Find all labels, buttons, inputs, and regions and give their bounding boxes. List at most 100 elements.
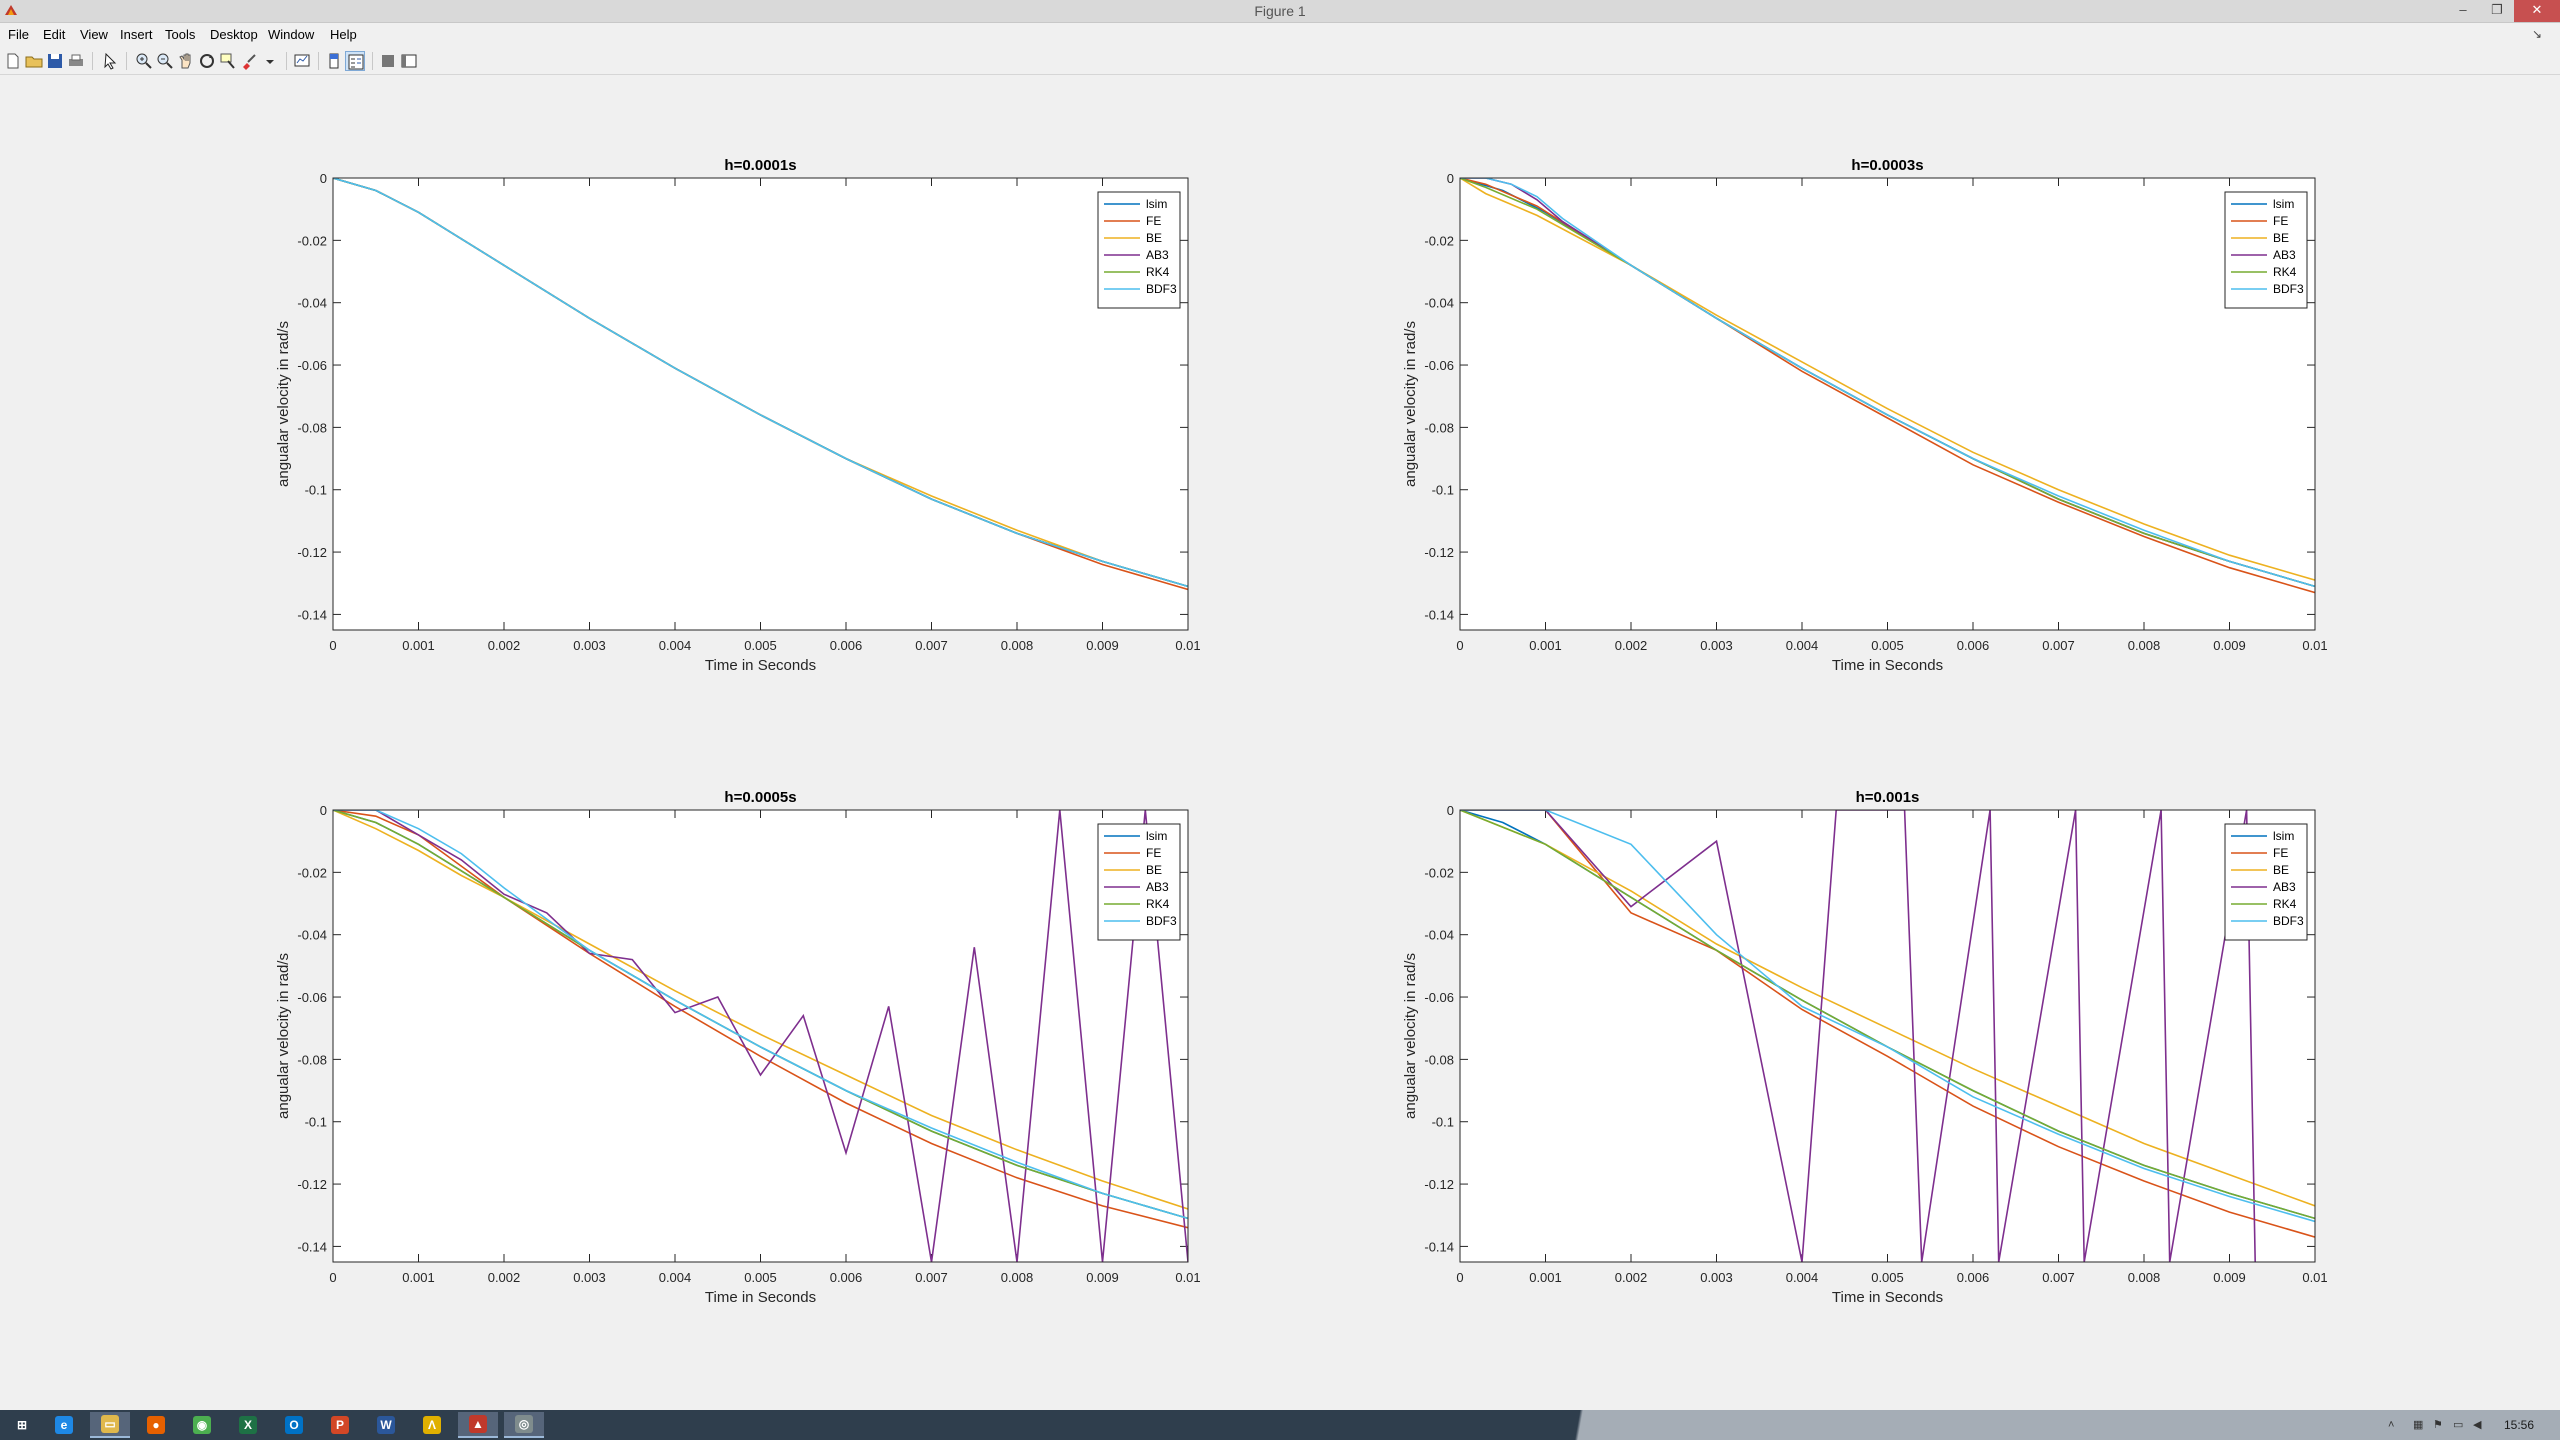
legend-label-bdf3: BDF3 — [2273, 914, 2304, 928]
volume-icon[interactable]: ◀ — [2473, 1419, 2482, 1431]
data-cursor-icon[interactable] — [218, 51, 238, 71]
pan-hand-icon[interactable] — [176, 51, 196, 71]
x-tick-label: 0.01 — [1175, 1270, 1200, 1285]
legend-label-rk4: RK4 — [1146, 265, 1170, 279]
show-hidden-icons-icon[interactable]: ˄ — [2388, 1419, 2395, 1431]
x-tick-label: 0.01 — [2302, 638, 2327, 653]
word-glyph: W — [377, 1416, 395, 1434]
show-plot-tools-icon[interactable] — [399, 51, 419, 71]
x-tick-label: 0.005 — [744, 1270, 777, 1285]
chrome-icon[interactable]: ◉ — [182, 1412, 222, 1438]
figure-window-glyph: ◎ — [515, 1415, 533, 1433]
matlab-icon[interactable]: ▲ — [458, 1412, 498, 1438]
insert-colorbar-icon[interactable] — [324, 51, 344, 71]
series-line-bdf3 — [1460, 178, 2315, 588]
menu-help[interactable]: Help — [330, 27, 357, 42]
y-tick-label: -0.14 — [297, 607, 327, 622]
menu-file[interactable]: File — [8, 27, 29, 42]
firefox-icon[interactable]: ● — [136, 1412, 176, 1438]
legend-label-ab3: AB3 — [1146, 248, 1169, 262]
internet-explorer-icon[interactable]: e — [44, 1412, 84, 1438]
menu-insert[interactable]: Insert — [120, 27, 153, 42]
y-tick-label: -0.06 — [1424, 990, 1454, 1005]
zoom-in-icon[interactable] — [134, 51, 154, 71]
x-tick-label: 0.001 — [1529, 638, 1562, 653]
hide-plot-tools-icon[interactable] — [378, 51, 398, 71]
x-tick-label: 0.009 — [2213, 1270, 2246, 1285]
figure-window-icon[interactable]: ◎ — [504, 1412, 544, 1438]
word-icon[interactable]: W — [366, 1412, 406, 1438]
x-tick-label: 0.008 — [2128, 1270, 2161, 1285]
file-explorer-icon[interactable]: ▭ — [90, 1412, 130, 1438]
x-tick-label: 0 — [329, 638, 336, 653]
legend[interactable]: lsim FE BE AB3 RK4 BDF3 — [1097, 191, 1181, 309]
legend-label-lsim: lsim — [1146, 829, 1167, 843]
close-button[interactable]: ✕ — [2514, 0, 2560, 22]
y-tick-label: -0.02 — [1424, 233, 1454, 248]
rotate-3d-icon[interactable] — [197, 51, 217, 71]
subplot-1[interactable]: 0 0.001 0.002 0.003 0.004 0.005 0.006 0.007 0.00… — [275, 157, 1201, 674]
taskbar-clock[interactable]: 15:56 — [2503, 1418, 2534, 1432]
minimize-button[interactable]: – — [2459, 2, 2467, 17]
window-title: Figure 1 — [1254, 3, 1306, 19]
print-icon[interactable] — [66, 51, 86, 71]
legend[interactable]: lsim FE BE AB3 RK4 BDF3 — [2224, 191, 2308, 309]
x-tick-label: 0 — [1456, 638, 1463, 653]
legend[interactable]: lsim FE BE AB3 RK4 BDF3 — [1097, 823, 1181, 941]
x-tick-label: 0.006 — [830, 638, 863, 653]
save-icon[interactable] — [45, 51, 65, 71]
maple-icon[interactable]: Λ — [412, 1412, 452, 1438]
menu-edit[interactable]: Edit — [43, 27, 66, 42]
outlook-icon[interactable]: O — [274, 1412, 314, 1438]
axes-background — [333, 178, 1188, 630]
new-figure-icon[interactable] — [3, 51, 23, 71]
flag-icon[interactable]: ⚑ — [2433, 1419, 2443, 1431]
menu-desktop[interactable]: Desktop — [210, 27, 258, 42]
legend[interactable]: lsim FE BE AB3 RK4 BDF3 — [2224, 823, 2308, 941]
x-tick-label: 0.002 — [488, 638, 521, 653]
open-file-icon[interactable] — [24, 51, 44, 71]
x-tick-label: 0.007 — [915, 1270, 948, 1285]
x-tick-label: 0.005 — [1871, 638, 1904, 653]
zoom-out-icon[interactable] — [155, 51, 175, 71]
x-tick-label: 0.007 — [915, 638, 948, 653]
powerpoint-icon[interactable]: P — [320, 1412, 360, 1438]
brush-dropdown-icon[interactable] — [260, 51, 280, 71]
battery-icon[interactable]: ▭ — [2453, 1419, 2464, 1431]
series-line-bdf3 — [333, 810, 1188, 1220]
x-tick-label: 0 — [329, 1270, 336, 1285]
window-titlebar: Figure 1 – ❐ ✕ — [0, 0, 2560, 23]
x-tick-label: 0.004 — [659, 638, 692, 653]
network-icon[interactable]: ▦ — [2413, 1419, 2424, 1431]
series-line-ab3 — [1460, 810, 2256, 1262]
menu-bar: File Edit View Insert Tools Desktop Wind… — [0, 23, 2560, 45]
link-plot-icon[interactable] — [292, 51, 312, 71]
subplot-4[interactable]: 0 0.001 0.002 0.003 0.004 0.005 0.006 0.007 0.00… — [1402, 789, 2328, 1306]
menu-view[interactable]: View — [80, 27, 108, 42]
x-tick-label: 0.004 — [659, 1270, 692, 1285]
y-tick-label: -0.06 — [1424, 358, 1454, 373]
subplot-2[interactable]: 0 0.001 0.002 0.003 0.004 0.005 0.006 0.007 0.00… — [1402, 157, 2328, 674]
x-tick-label: 0.001 — [1529, 1270, 1562, 1285]
x-axis-label: Time in Seconds — [705, 657, 816, 674]
menu-tools[interactable]: Tools — [165, 27, 196, 42]
excel-icon[interactable]: X — [228, 1412, 268, 1438]
figure-canvas[interactable]: 0 0.001 0.002 0.003 0.004 0.005 0.006 0.007 0.00… — [0, 75, 2560, 1410]
insert-legend-icon[interactable] — [345, 51, 365, 71]
chrome-glyph: ◉ — [193, 1416, 211, 1434]
y-tick-label: 0 — [1447, 171, 1454, 186]
restore-button[interactable]: ❐ — [2491, 2, 2503, 17]
legend-label-be: BE — [1146, 863, 1162, 877]
legend-label-rk4: RK4 — [2273, 265, 2297, 279]
brush-icon[interactable] — [239, 51, 259, 71]
matlab-glyph: ▲ — [469, 1415, 487, 1433]
dock-arrow-icon[interactable]: ↘ — [2531, 27, 2542, 41]
edit-plot-arrow-icon[interactable] — [100, 51, 120, 71]
menu-window[interactable]: Window — [268, 27, 315, 42]
x-axis-label: Time in Seconds — [705, 1289, 816, 1306]
start-icon[interactable]: ⊞ — [2, 1412, 42, 1438]
axes-background — [1460, 178, 2315, 630]
x-tick-label: 0.002 — [488, 1270, 521, 1285]
subplot-3[interactable]: 0 0.001 0.002 0.003 0.004 0.005 0.006 0.007 0.00… — [275, 789, 1201, 1306]
y-tick-label: -0.04 — [1424, 928, 1454, 943]
